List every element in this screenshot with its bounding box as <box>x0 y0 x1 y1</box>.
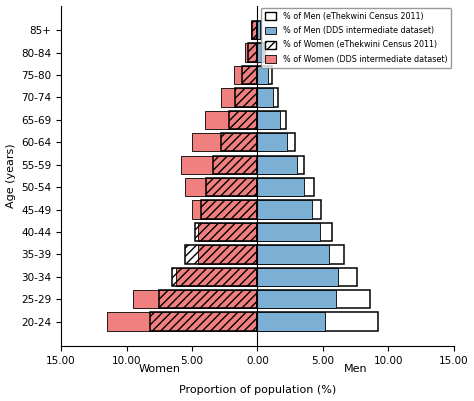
Bar <box>257 245 344 263</box>
Bar <box>173 267 257 286</box>
Bar <box>192 133 257 152</box>
Bar <box>150 312 257 331</box>
Bar <box>257 111 286 129</box>
Bar <box>257 312 325 331</box>
Bar <box>257 223 320 241</box>
Bar <box>257 267 357 286</box>
Bar <box>245 43 257 62</box>
Bar <box>221 133 257 152</box>
Bar <box>176 267 257 286</box>
Bar <box>206 178 257 196</box>
Bar <box>257 178 314 196</box>
Bar <box>133 290 257 308</box>
Bar <box>257 200 321 219</box>
Bar <box>252 21 257 39</box>
Bar <box>234 66 257 84</box>
Bar <box>257 43 265 62</box>
Bar <box>251 21 257 39</box>
Bar <box>107 312 257 331</box>
Bar <box>205 111 257 129</box>
Bar <box>221 88 257 107</box>
Bar <box>185 178 257 196</box>
Bar <box>257 66 272 84</box>
Bar <box>257 21 260 39</box>
Bar <box>257 133 287 152</box>
Text: Women: Women <box>138 364 180 374</box>
Bar <box>242 66 257 84</box>
Bar <box>257 267 338 286</box>
Bar <box>257 312 378 331</box>
Bar <box>228 111 257 129</box>
Bar <box>257 223 332 241</box>
Bar <box>192 200 257 219</box>
Bar <box>257 245 329 263</box>
Bar <box>257 21 261 39</box>
Bar <box>257 66 268 84</box>
Bar <box>257 111 280 129</box>
Bar <box>257 200 312 219</box>
Bar <box>213 156 257 174</box>
Y-axis label: Age (years): Age (years) <box>6 144 16 208</box>
Bar <box>257 290 336 308</box>
Bar <box>159 290 257 308</box>
Bar <box>257 43 263 62</box>
Bar <box>257 156 297 174</box>
Bar <box>248 43 257 62</box>
Bar <box>185 245 257 263</box>
Bar <box>257 156 304 174</box>
Bar <box>199 245 257 263</box>
Bar <box>257 88 273 107</box>
Bar <box>257 133 295 152</box>
Bar <box>257 290 370 308</box>
Bar <box>199 223 257 241</box>
Bar <box>201 200 257 219</box>
Text: Men: Men <box>344 364 367 374</box>
X-axis label: Proportion of population (%): Proportion of population (%) <box>179 385 336 395</box>
Bar <box>182 156 257 174</box>
Bar <box>235 88 257 107</box>
Bar <box>257 178 304 196</box>
Bar <box>257 88 278 107</box>
Legend: % of Men (eThekwini Census 2011), % of Men (DDS intermediate dataset), % of Wome: % of Men (eThekwini Census 2011), % of M… <box>261 8 451 68</box>
Bar <box>194 223 257 241</box>
